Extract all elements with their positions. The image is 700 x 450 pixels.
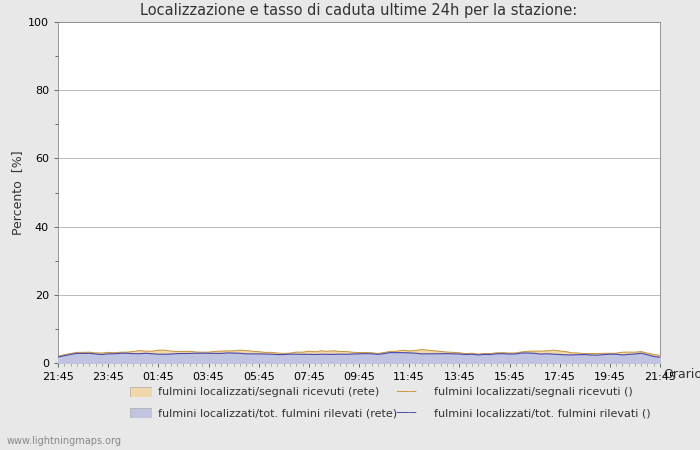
Text: ───: ─── [396,408,420,418]
Text: ───: ─── [396,387,420,397]
Text: fulmini localizzati/segnali ricevuti (): fulmini localizzati/segnali ricevuti () [433,387,632,397]
Y-axis label: Percento  [%]: Percento [%] [10,150,24,235]
Title: Localizzazione e tasso di caduta ultime 24h per la stazione:: Localizzazione e tasso di caduta ultime … [141,3,577,18]
Text: Orario: Orario [664,368,700,381]
Text: fulmini localizzati/tot. fulmini rilevati (): fulmini localizzati/tot. fulmini rilevat… [433,408,650,418]
Text: fulmini localizzati/segnali ricevuti (rete): fulmini localizzati/segnali ricevuti (re… [158,387,379,397]
Text: www.lightningmaps.org: www.lightningmaps.org [7,436,122,446]
Text: fulmini localizzati/tot. fulmini rilevati (rete): fulmini localizzati/tot. fulmini rilevat… [158,408,397,418]
